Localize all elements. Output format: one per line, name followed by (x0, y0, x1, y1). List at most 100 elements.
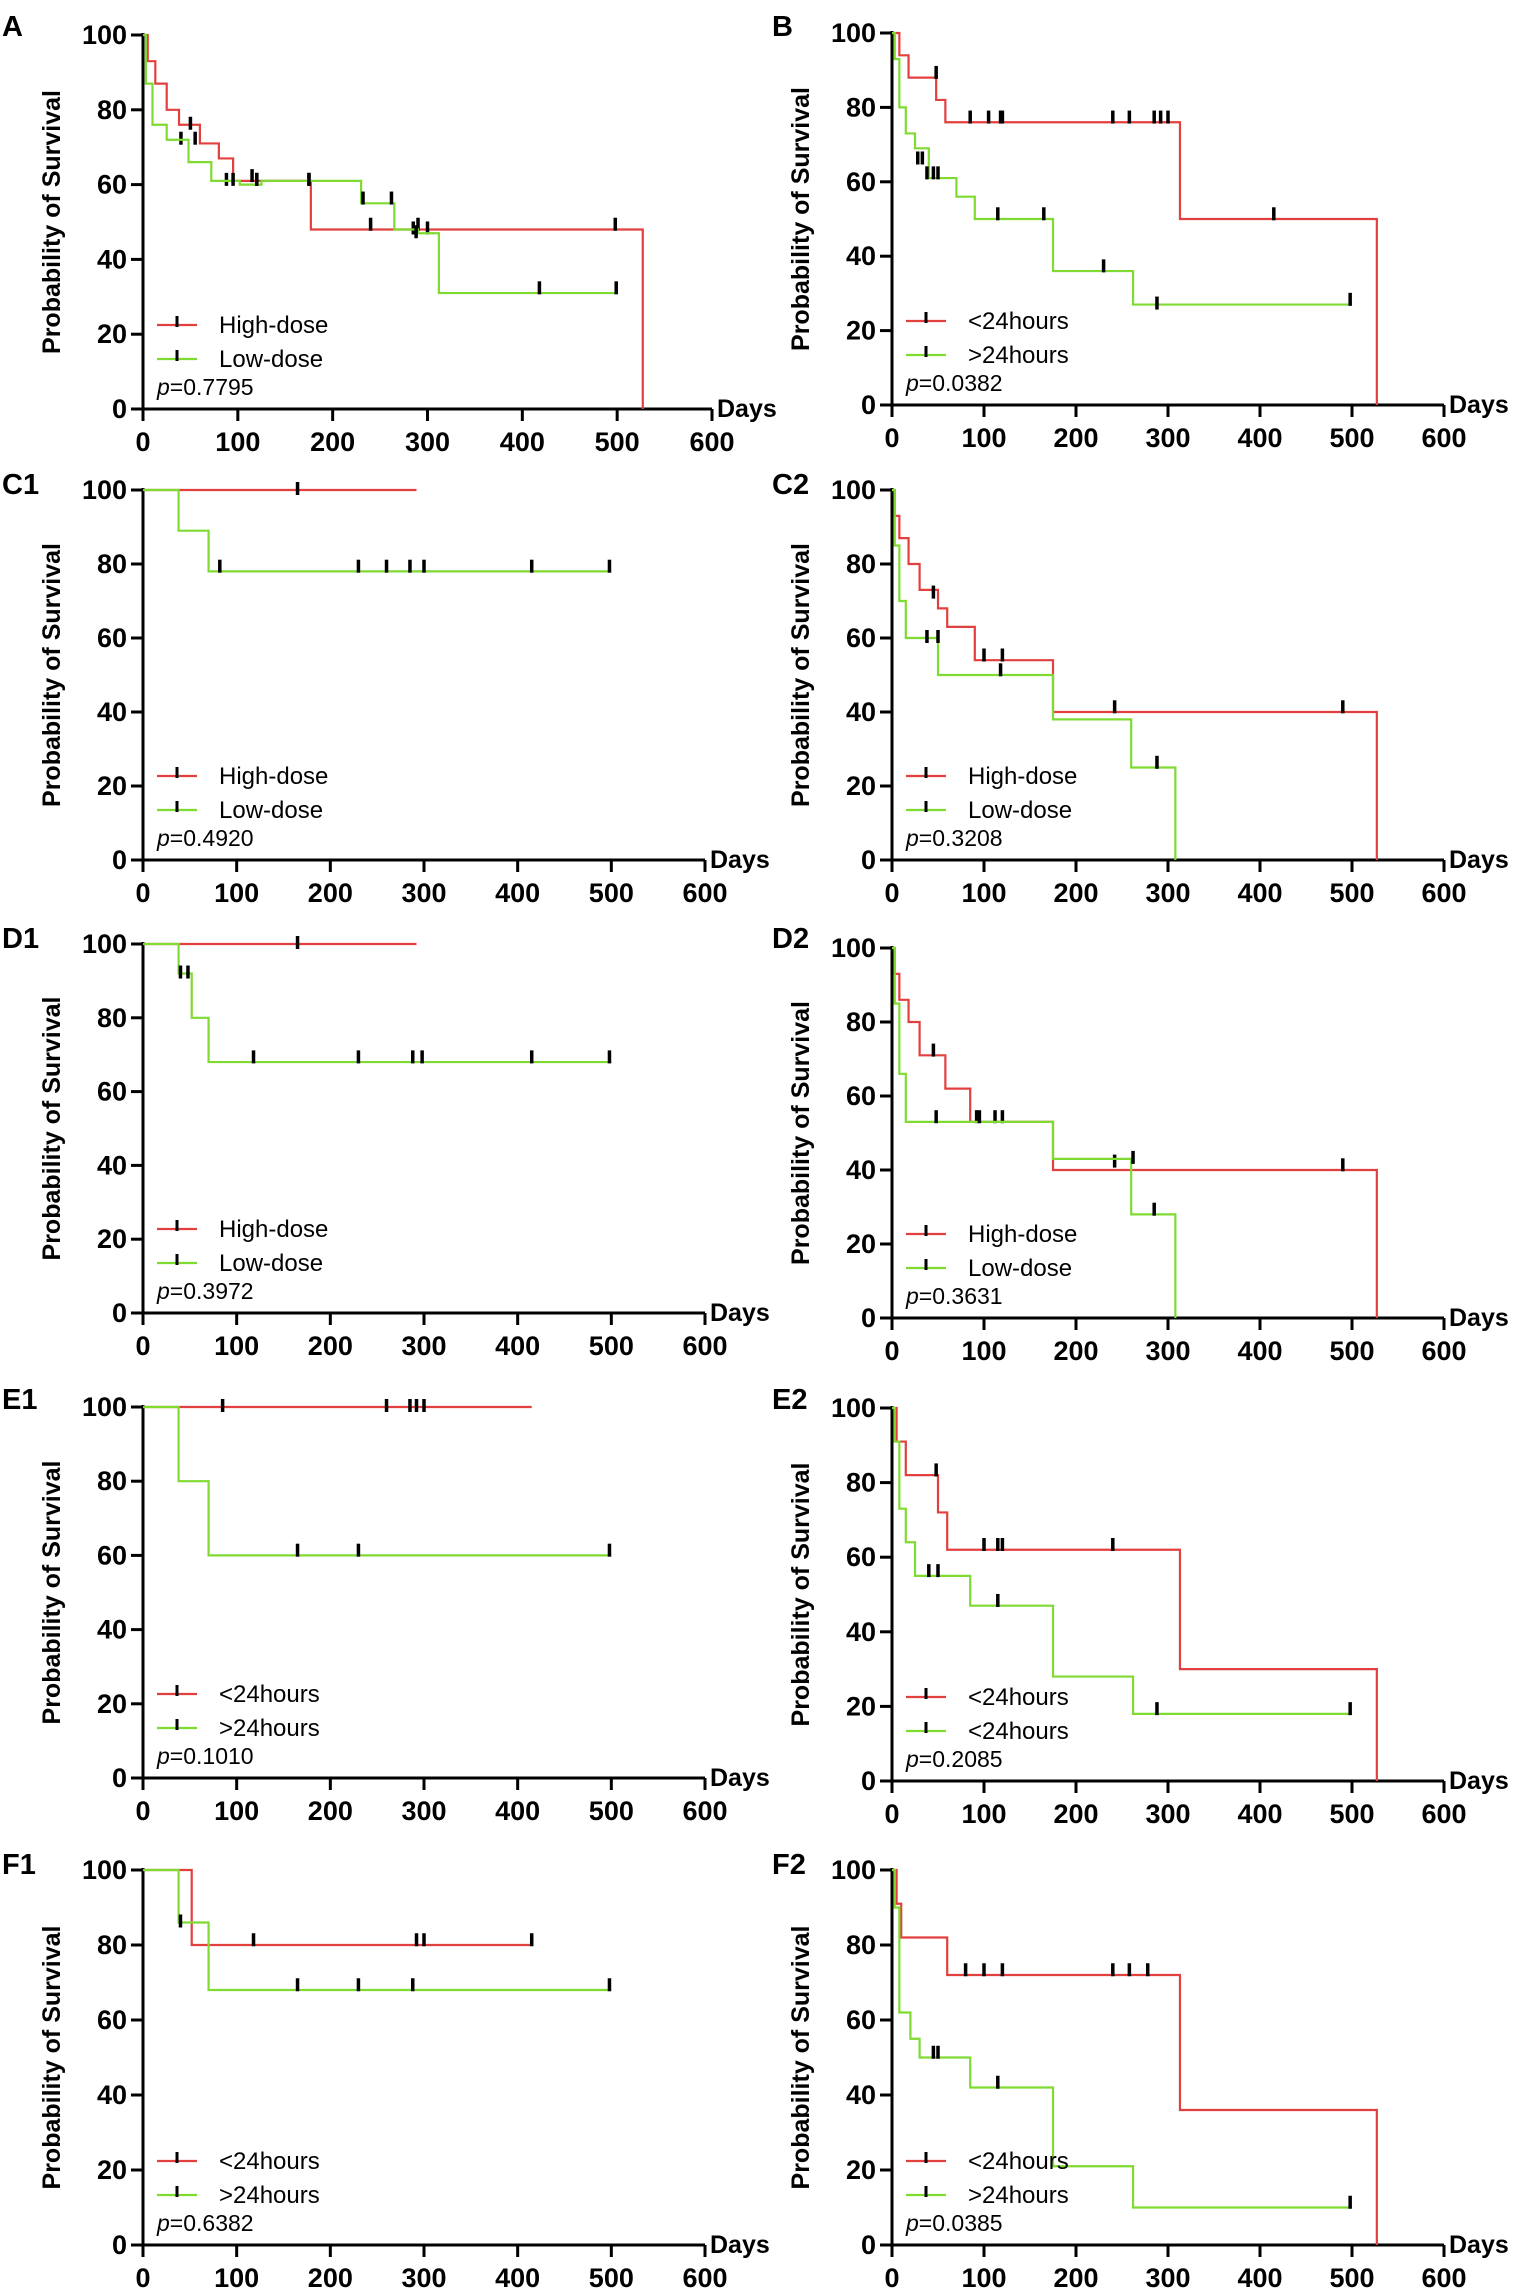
p-symbol: p (905, 1283, 919, 1309)
x-tick-label: 600 (682, 2263, 727, 2293)
panel-a: A 0 20 40 60 80 100 0 100 200 300 400 500 600 Days Prob… (2, 11, 777, 457)
y-tick-label: 0 (861, 1766, 876, 1796)
p-value-number: =0.6382 (170, 2210, 254, 2236)
legend-label: >24hours (219, 2182, 320, 2209)
x-tick-label: 100 (214, 1331, 259, 1361)
survival-curve-red (892, 31, 1378, 405)
survival-curve-green (892, 946, 1177, 1318)
panel-label: E1 (2, 1384, 37, 1416)
y-axis-title: Probability of Survival (787, 87, 815, 351)
panel-b: B 0 20 40 60 80 100 0 100 200 300 400 500 600 Days Prob… (772, 11, 1509, 453)
y-tick-label: 80 (97, 1930, 127, 1960)
x-tick-label: 400 (495, 878, 540, 908)
survival-curve-green (143, 1868, 612, 1992)
panel-label: C2 (772, 469, 809, 501)
p-symbol: p (156, 825, 170, 851)
y-axis-title: Probability of Survival (38, 997, 66, 1261)
y-tick-label: 0 (112, 845, 127, 875)
x-tick-label: 500 (589, 878, 634, 908)
panel-label: D2 (772, 923, 809, 955)
y-tick-label: 80 (97, 1003, 127, 1033)
panel-label: F1 (2, 1849, 36, 1881)
x-tick-label: 100 (215, 427, 260, 457)
y-tick-label: 100 (82, 1855, 127, 1885)
p-value: p=0.2085 (905, 1746, 1003, 1772)
x-tick-label: 0 (135, 1331, 150, 1361)
y-tick-label: 40 (846, 241, 876, 271)
x-tick-label: 500 (1329, 878, 1374, 908)
p-symbol: p (156, 374, 170, 400)
survival-curve-red (892, 1868, 1378, 2245)
y-tick-label: 80 (97, 1466, 127, 1496)
survival-curve-red (892, 946, 1378, 1318)
x-tick-label: 0 (135, 427, 150, 457)
x-tick-label: 400 (500, 427, 545, 457)
x-axis-title: Days (1449, 846, 1509, 874)
x-axis-title: Days (717, 395, 777, 423)
y-tick-label: 0 (112, 1298, 127, 1328)
legend-label: <24hours (219, 1681, 320, 1708)
panel-label: B (772, 11, 793, 43)
x-tick-label: 600 (1421, 423, 1466, 453)
p-value-number: =0.3631 (919, 1283, 1003, 1309)
legend-label: Low-dose (219, 346, 323, 373)
x-tick-label: 500 (589, 1796, 634, 1826)
x-tick-label: 300 (401, 1331, 446, 1361)
y-tick-label: 0 (861, 1303, 876, 1333)
legend-label: Low-dose (968, 1255, 1072, 1282)
p-value-number: =0.1010 (170, 1743, 254, 1769)
y-tick-label: 0 (861, 2230, 876, 2260)
panel-d1: D1 0 20 40 60 80 100 0 100 200 300 400 500 600 Days Pro… (2, 923, 770, 1361)
x-tick-label: 300 (405, 427, 450, 457)
y-tick-label: 60 (97, 170, 127, 200)
y-tick-label: 40 (846, 1617, 876, 1647)
panel-f1: F1 0 20 40 60 80 100 0 100 200 300 400 500 600 Days Pro… (2, 1849, 770, 2293)
x-tick-label: 100 (214, 2263, 259, 2293)
y-axis-title: Probability of Survival (787, 1463, 815, 1727)
panel-label: F2 (772, 1849, 806, 1881)
legend-label: <24hours (968, 1684, 1069, 1711)
x-tick-label: 0 (135, 2263, 150, 2293)
y-tick-label: 60 (846, 1542, 876, 1572)
y-tick-label: 20 (97, 319, 127, 349)
x-axis-title: Days (1449, 391, 1509, 419)
p-symbol: p (156, 2210, 170, 2236)
y-tick-label: 20 (97, 771, 127, 801)
survival-curve-green (892, 488, 1177, 860)
y-tick-label: 20 (846, 2155, 876, 2185)
legend-label: High-dose (219, 312, 328, 339)
x-tick-label: 200 (1053, 1799, 1098, 1829)
y-tick-label: 80 (846, 549, 876, 579)
y-tick-label: 60 (97, 2005, 127, 2035)
x-tick-label: 300 (1145, 878, 1190, 908)
legend-label: <24hours (968, 2148, 1069, 2175)
x-tick-label: 200 (1053, 2263, 1098, 2293)
x-tick-label: 200 (308, 2263, 353, 2293)
y-tick-label: 60 (97, 623, 127, 653)
panel-c1: C1 0 20 40 60 80 100 0 100 200 300 400 500 600 Days Pro… (2, 469, 770, 908)
panel-c2: C2 0 20 40 60 80 100 0 100 200 300 400 500 600 Days Pro… (772, 469, 1509, 908)
panel-d2: D2 0 20 40 60 80 100 0 100 200 300 400 500 600 Days Pro… (772, 923, 1509, 1366)
y-tick-label: 0 (112, 394, 127, 424)
x-tick-label: 300 (401, 2263, 446, 2293)
x-tick-label: 600 (1421, 2263, 1466, 2293)
y-tick-label: 60 (846, 167, 876, 197)
y-tick-label: 100 (831, 933, 876, 963)
y-tick-label: 80 (846, 1468, 876, 1498)
y-tick-label: 60 (846, 1081, 876, 1111)
x-tick-label: 400 (1237, 878, 1282, 908)
y-tick-label: 80 (97, 95, 127, 125)
y-tick-label: 40 (97, 2080, 127, 2110)
y-tick-label: 80 (846, 1007, 876, 1037)
p-value-number: =0.7795 (170, 374, 254, 400)
y-tick-label: 100 (831, 475, 876, 505)
p-value-number: =0.3972 (170, 1278, 254, 1304)
survival-curve-green (143, 1405, 612, 1557)
x-tick-label: 300 (1145, 1336, 1190, 1366)
x-tick-label: 600 (689, 427, 734, 457)
y-tick-label: 60 (846, 2005, 876, 2035)
x-tick-label: 100 (961, 878, 1006, 908)
y-tick-label: 40 (97, 1150, 127, 1180)
y-axis-title: Probability of Survival (38, 1926, 66, 2190)
x-tick-label: 400 (1237, 423, 1282, 453)
